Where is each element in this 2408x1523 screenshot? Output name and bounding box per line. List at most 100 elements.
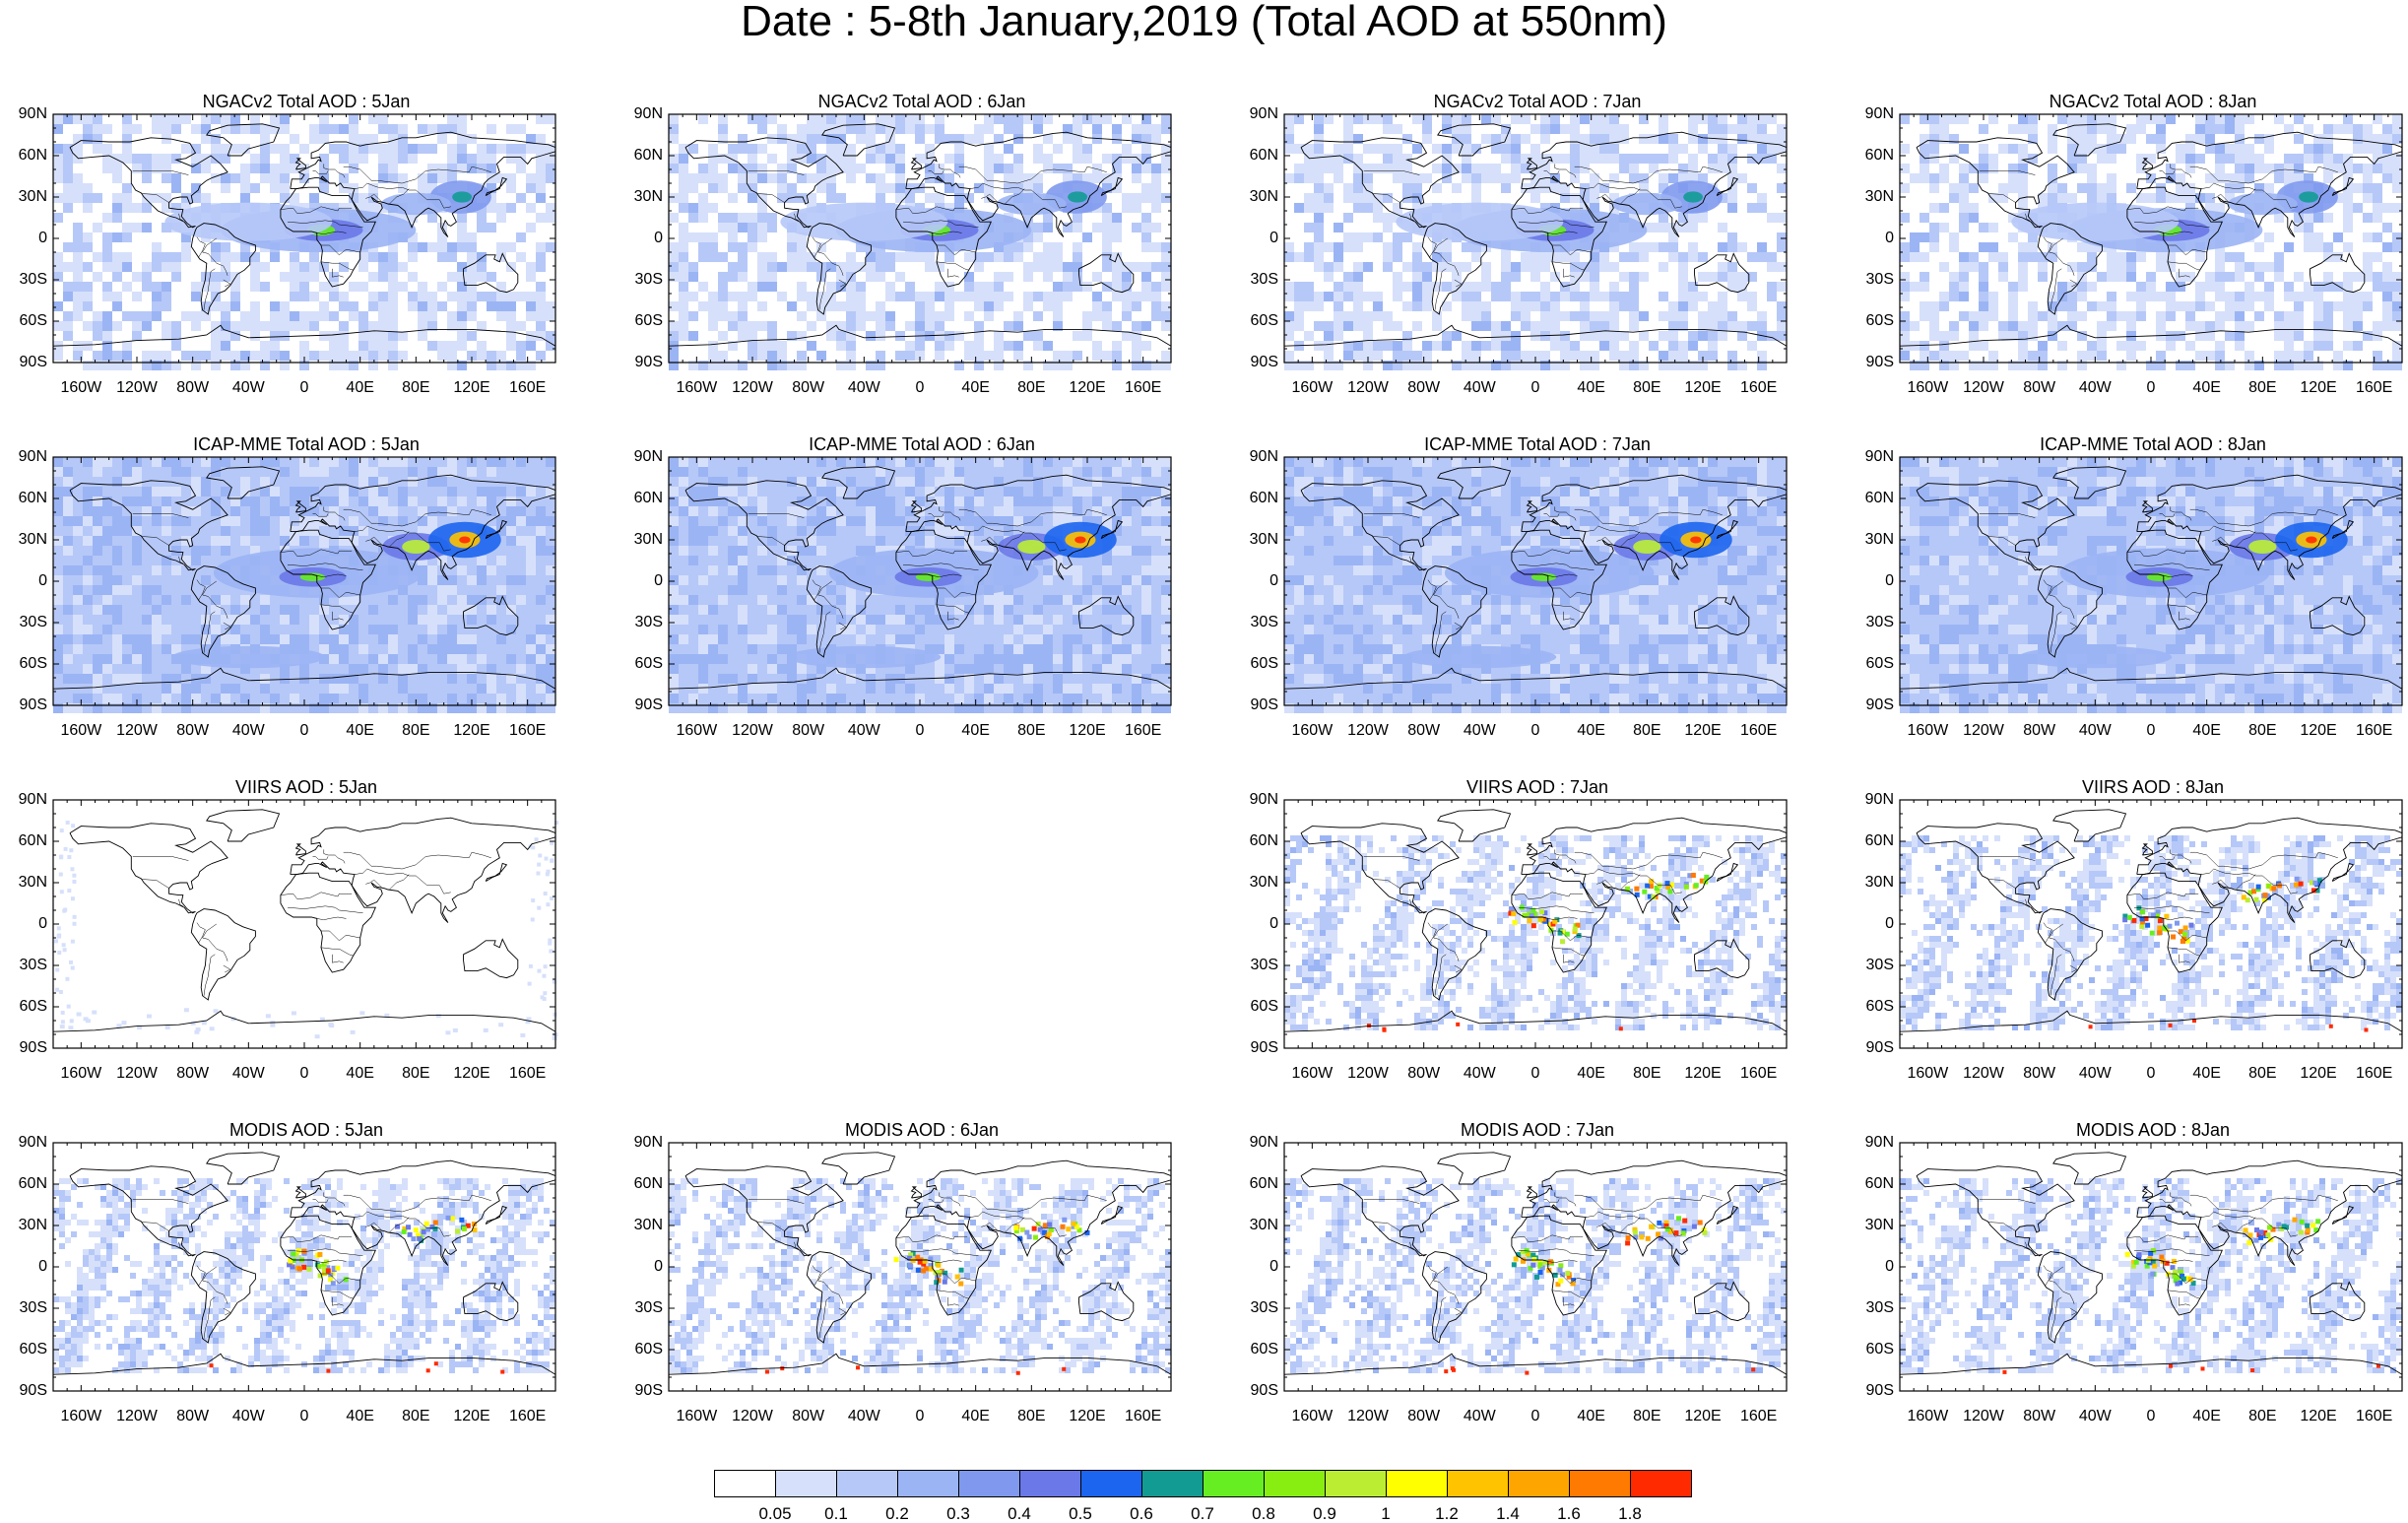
coastlines [1899, 466, 2403, 690]
lon-tick-label: 0 [2146, 379, 2156, 396]
panel-title: VIIRS AOD : 5Jan [234, 777, 378, 797]
lon-tick-label: 80E [2248, 1065, 2277, 1082]
coastlines [52, 123, 556, 347]
lat-tick-label: 0 [1269, 230, 1278, 246]
aod-field [1284, 1178, 1787, 1375]
lat-tick-label: 60S [1250, 1341, 1278, 1357]
map-panel: ICAP-MME Total AOD : 6Jan 90N 60N 30N 0 30S 60… [616, 433, 1228, 747]
aod-map [1283, 113, 1788, 370]
map-plot: 90N 60N 30N 0 30S 60S 90S 160W 120W 80W 40W 0 40E 80E… [1250, 792, 1788, 1082]
colorbar-swatch [1386, 1470, 1448, 1497]
coastlines [668, 1152, 1172, 1375]
coastlines [1283, 466, 1788, 690]
lon-tick-label: 80W [1407, 1408, 1441, 1424]
colorbar-label: 0.4 [1008, 1504, 1031, 1523]
lon-tick-label: 120E [1069, 379, 1106, 396]
lon-tick-label: 40E [961, 722, 990, 739]
colorbar-swatch [1019, 1470, 1081, 1497]
lat-tick-label: 60N [18, 832, 47, 849]
axis-ticks [1899, 113, 2403, 364]
lon-tick-label: 160E [508, 1065, 547, 1082]
colorbar-label: 0.7 [1191, 1504, 1214, 1523]
lat-tick-label: 30S [1250, 271, 1278, 288]
lon-tick-label: 40E [346, 722, 374, 739]
lon-tick-label: 160W [676, 379, 718, 396]
axis-ticks [668, 113, 1172, 364]
map-panel: ICAP-MME Total AOD : 8Jan 90N 60N 30N 0 30S 60… [1847, 433, 2408, 747]
lon-tick-label: 80W [2023, 722, 2056, 739]
lat-tick-label: 30N [1864, 874, 1894, 891]
lon-tick-label: 160W [60, 1065, 102, 1082]
lat-tick-label: 90N [18, 791, 47, 808]
lon-tick-label: 120W [1963, 1065, 2004, 1082]
lon-tick-label: 160E [1739, 379, 1778, 396]
lon-tick-label: 120E [453, 379, 490, 396]
lat-tick-label: 90N [633, 105, 663, 122]
aod-field [1284, 114, 1787, 370]
colorbar-label: 0.9 [1313, 1504, 1336, 1523]
lon-tick-label: 120W [1347, 1065, 1389, 1082]
aod-map [1899, 113, 2403, 370]
colorbar-swatch [1447, 1470, 1509, 1497]
panel-title: ICAP-MME Total AOD : 6Jan [809, 434, 1035, 454]
colorbar-swatch [1508, 1470, 1570, 1497]
lon-tick-label: 120W [116, 1065, 158, 1082]
lat-tick-label: 60S [1865, 312, 1894, 329]
aod-map [668, 1142, 1172, 1392]
lon-tick-label: 160W [1291, 1408, 1334, 1424]
map-plot: 90N 60N 30N 0 30S 60S 90S 160W 120W 80W 40W 0 40E 80E… [19, 1135, 556, 1424]
lon-tick-label: 120E [453, 1065, 490, 1082]
country-borders [1363, 1192, 1723, 1339]
map-panel: NGACv2 Total AOD : 5Jan 90N 60N 30N 0 30S 60S 9… [0, 91, 613, 404]
lat-tick-label: 0 [38, 1258, 47, 1275]
lat-tick-label: 30S [1250, 957, 1278, 973]
panel-title: MODIS AOD : 8Jan [2075, 1120, 2231, 1140]
map-plot: 90N 60N 30N 0 30S 60S 90S 160W 120W 80W 40W 0 40E 80E… [1865, 1135, 2403, 1424]
lon-tick-label: 0 [1530, 379, 1540, 396]
panel-title: VIIRS AOD : 7Jan [1465, 777, 1609, 797]
aod-field [53, 821, 559, 1040]
map-panel: NGACv2 Total AOD : 8Jan 90N 60N 30N 0 30S 60S 9… [1847, 91, 2408, 404]
lat-tick-label: 0 [1269, 915, 1278, 932]
lat-tick-label: 30N [18, 1217, 47, 1233]
lon-tick-label: 40E [346, 1065, 374, 1082]
lon-tick-label: 0 [299, 379, 309, 396]
lat-tick-label: 60S [1865, 655, 1894, 672]
map-plot: 90N 60N 30N 0 30S 60S 90S 160W 120W 80W 40W 0 40E 80E… [19, 792, 559, 1082]
lon-tick-label: 160W [1907, 379, 1949, 396]
country-borders [132, 1192, 491, 1339]
lon-tick-label: 80W [1407, 722, 1441, 739]
aod-map [1283, 799, 1788, 1049]
colorbar-swatch [958, 1470, 1020, 1497]
aod-field [53, 1178, 555, 1374]
colorbar-label: 1 [1381, 1504, 1391, 1523]
lon-tick-label: 120W [1963, 379, 2004, 396]
lon-tick-label: 80W [1407, 1065, 1441, 1082]
country-borders [132, 849, 491, 996]
lon-tick-label: 80E [1017, 379, 1046, 396]
lon-tick-label: 0 [2146, 722, 2156, 739]
colorbar-label: 1.4 [1496, 1504, 1520, 1523]
lat-tick-label: 90S [634, 354, 663, 370]
lon-tick-label: 160E [1124, 722, 1162, 739]
lon-tick-label: 80E [2248, 379, 2277, 396]
lon-tick-label: 40E [961, 1408, 990, 1424]
lon-tick-label: 160E [1124, 379, 1162, 396]
lon-tick-label: 80W [2023, 1065, 2056, 1082]
lon-tick-label: 160E [1739, 722, 1778, 739]
map-plot: 90N 60N 30N 0 30S 60S 90S 160W 120W 80W 40W 0 40E 80E… [1250, 1135, 1788, 1424]
lat-tick-label: 30N [18, 874, 47, 891]
lon-tick-label: 120E [1684, 722, 1722, 739]
lon-tick-label: 160W [1291, 1065, 1334, 1082]
lat-tick-label: 60S [19, 1341, 47, 1357]
lon-tick-label: 0 [2146, 1408, 2156, 1424]
map-panel: VIIRS AOD : 8Jan 90N 60N 30N 0 30S 60S 90S 160W 1… [1847, 776, 2408, 1090]
lat-tick-label: 0 [654, 230, 663, 246]
lon-tick-label: 0 [2146, 1065, 2156, 1082]
map-panel: MODIS AOD : 7Jan 90N 60N 30N 0 30S 60S 90S 160W 1… [1231, 1119, 1844, 1432]
aod-map [52, 456, 556, 713]
lon-tick-label: 120W [116, 1408, 158, 1424]
colorbar-label: 1.6 [1557, 1504, 1581, 1523]
axis-ticks [52, 456, 556, 706]
country-borders [1979, 506, 2338, 653]
